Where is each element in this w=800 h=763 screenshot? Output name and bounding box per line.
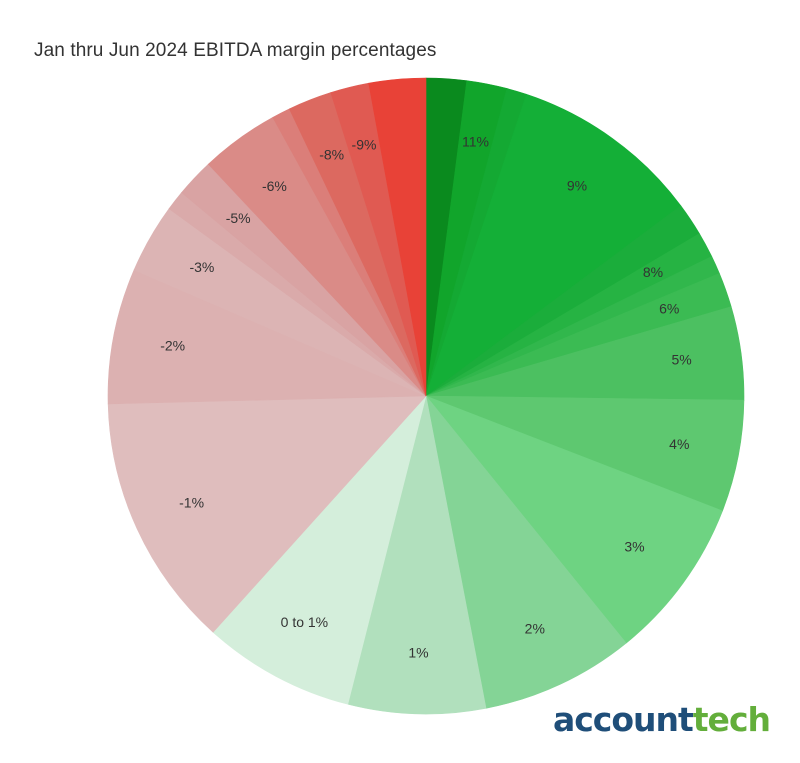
- pie-slice: [425, 395, 627, 709]
- slice-label: 11%: [462, 134, 489, 150]
- pie-slice: [107, 395, 427, 633]
- pie-slice: [347, 395, 487, 715]
- slice-label: 1%: [408, 645, 428, 661]
- slice-label: 5%: [671, 352, 691, 368]
- slice-label: -3%: [189, 259, 214, 275]
- slice-label: 9%: [567, 178, 587, 194]
- pie-slice: [107, 269, 427, 405]
- slice-label: -1%: [179, 495, 204, 511]
- accounttech-logo: accounttech: [552, 700, 771, 739]
- slice-label: 3%: [624, 539, 644, 555]
- slice-label: 0 to 1%: [281, 614, 328, 630]
- pie-labels: 11% 9% 8% 6% 5% 4% 3% 2% 1% 0 to 1% -1% -2% -3% -5% -6…: [160, 134, 691, 661]
- slice-label: 6%: [659, 301, 679, 317]
- slice-label: -2%: [160, 338, 185, 354]
- chart-title: Jan thru Jun 2024 EBITDA margin percenta…: [34, 40, 437, 61]
- slice-label: 4%: [669, 436, 689, 452]
- pie-slice: [425, 93, 682, 397]
- slice-label: -8%: [319, 147, 344, 163]
- logo-text-account: account: [552, 700, 694, 739]
- slice-label: 8%: [643, 264, 663, 280]
- slice-label: -9%: [352, 136, 377, 152]
- slice-label: -5%: [226, 210, 251, 226]
- pie-slice: [368, 77, 427, 397]
- logo-text-tech: tech: [692, 700, 771, 739]
- slice-label: -6%: [262, 178, 287, 194]
- slice-label: 2%: [525, 621, 545, 637]
- pie-slice: [425, 395, 723, 644]
- pie-slices: [107, 77, 745, 715]
- pie-slice: [212, 395, 427, 705]
